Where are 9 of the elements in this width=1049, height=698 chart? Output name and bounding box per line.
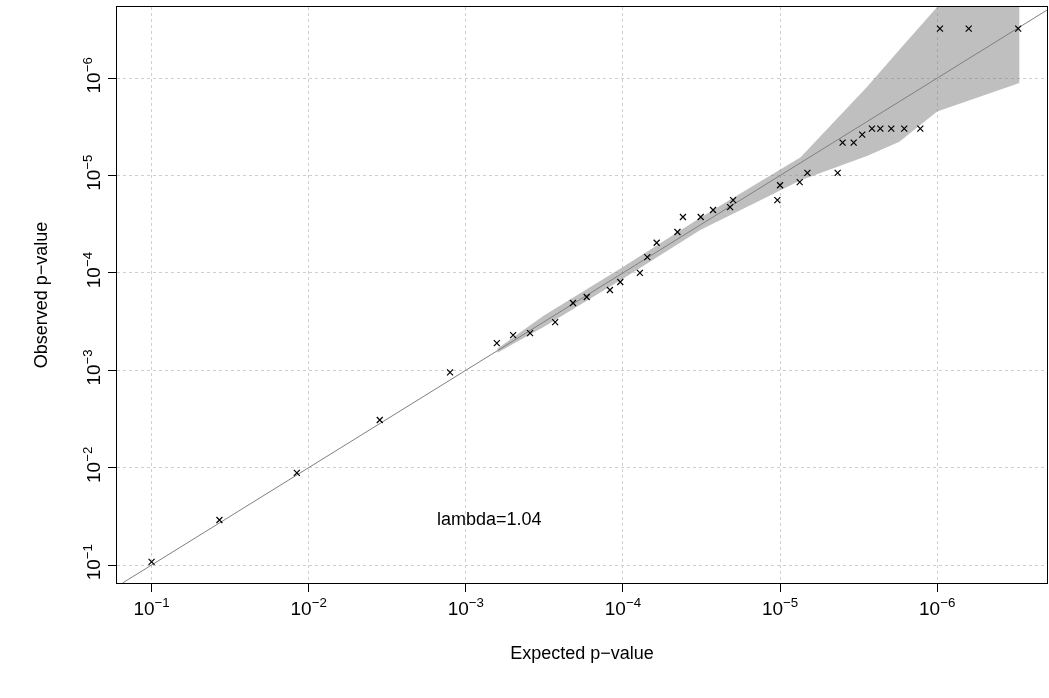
y-axis-title: Observed p−value: [30, 221, 51, 369]
x-tick-label: 10$^{−4}$: [604, 594, 642, 619]
x-tick-label: 10$^{−5}$: [761, 594, 799, 619]
x-axis-title: Expected p−value: [510, 642, 654, 663]
x-tick-label: 10$^{−2}$: [290, 594, 327, 619]
x-tick-label: 10$^{−1}$: [133, 594, 170, 619]
x-tick-label: 10$^{−3}$: [447, 594, 484, 619]
annotation: lambda=1.04: [437, 509, 542, 529]
x-tick-label: 10$^{−6}$: [919, 594, 956, 619]
